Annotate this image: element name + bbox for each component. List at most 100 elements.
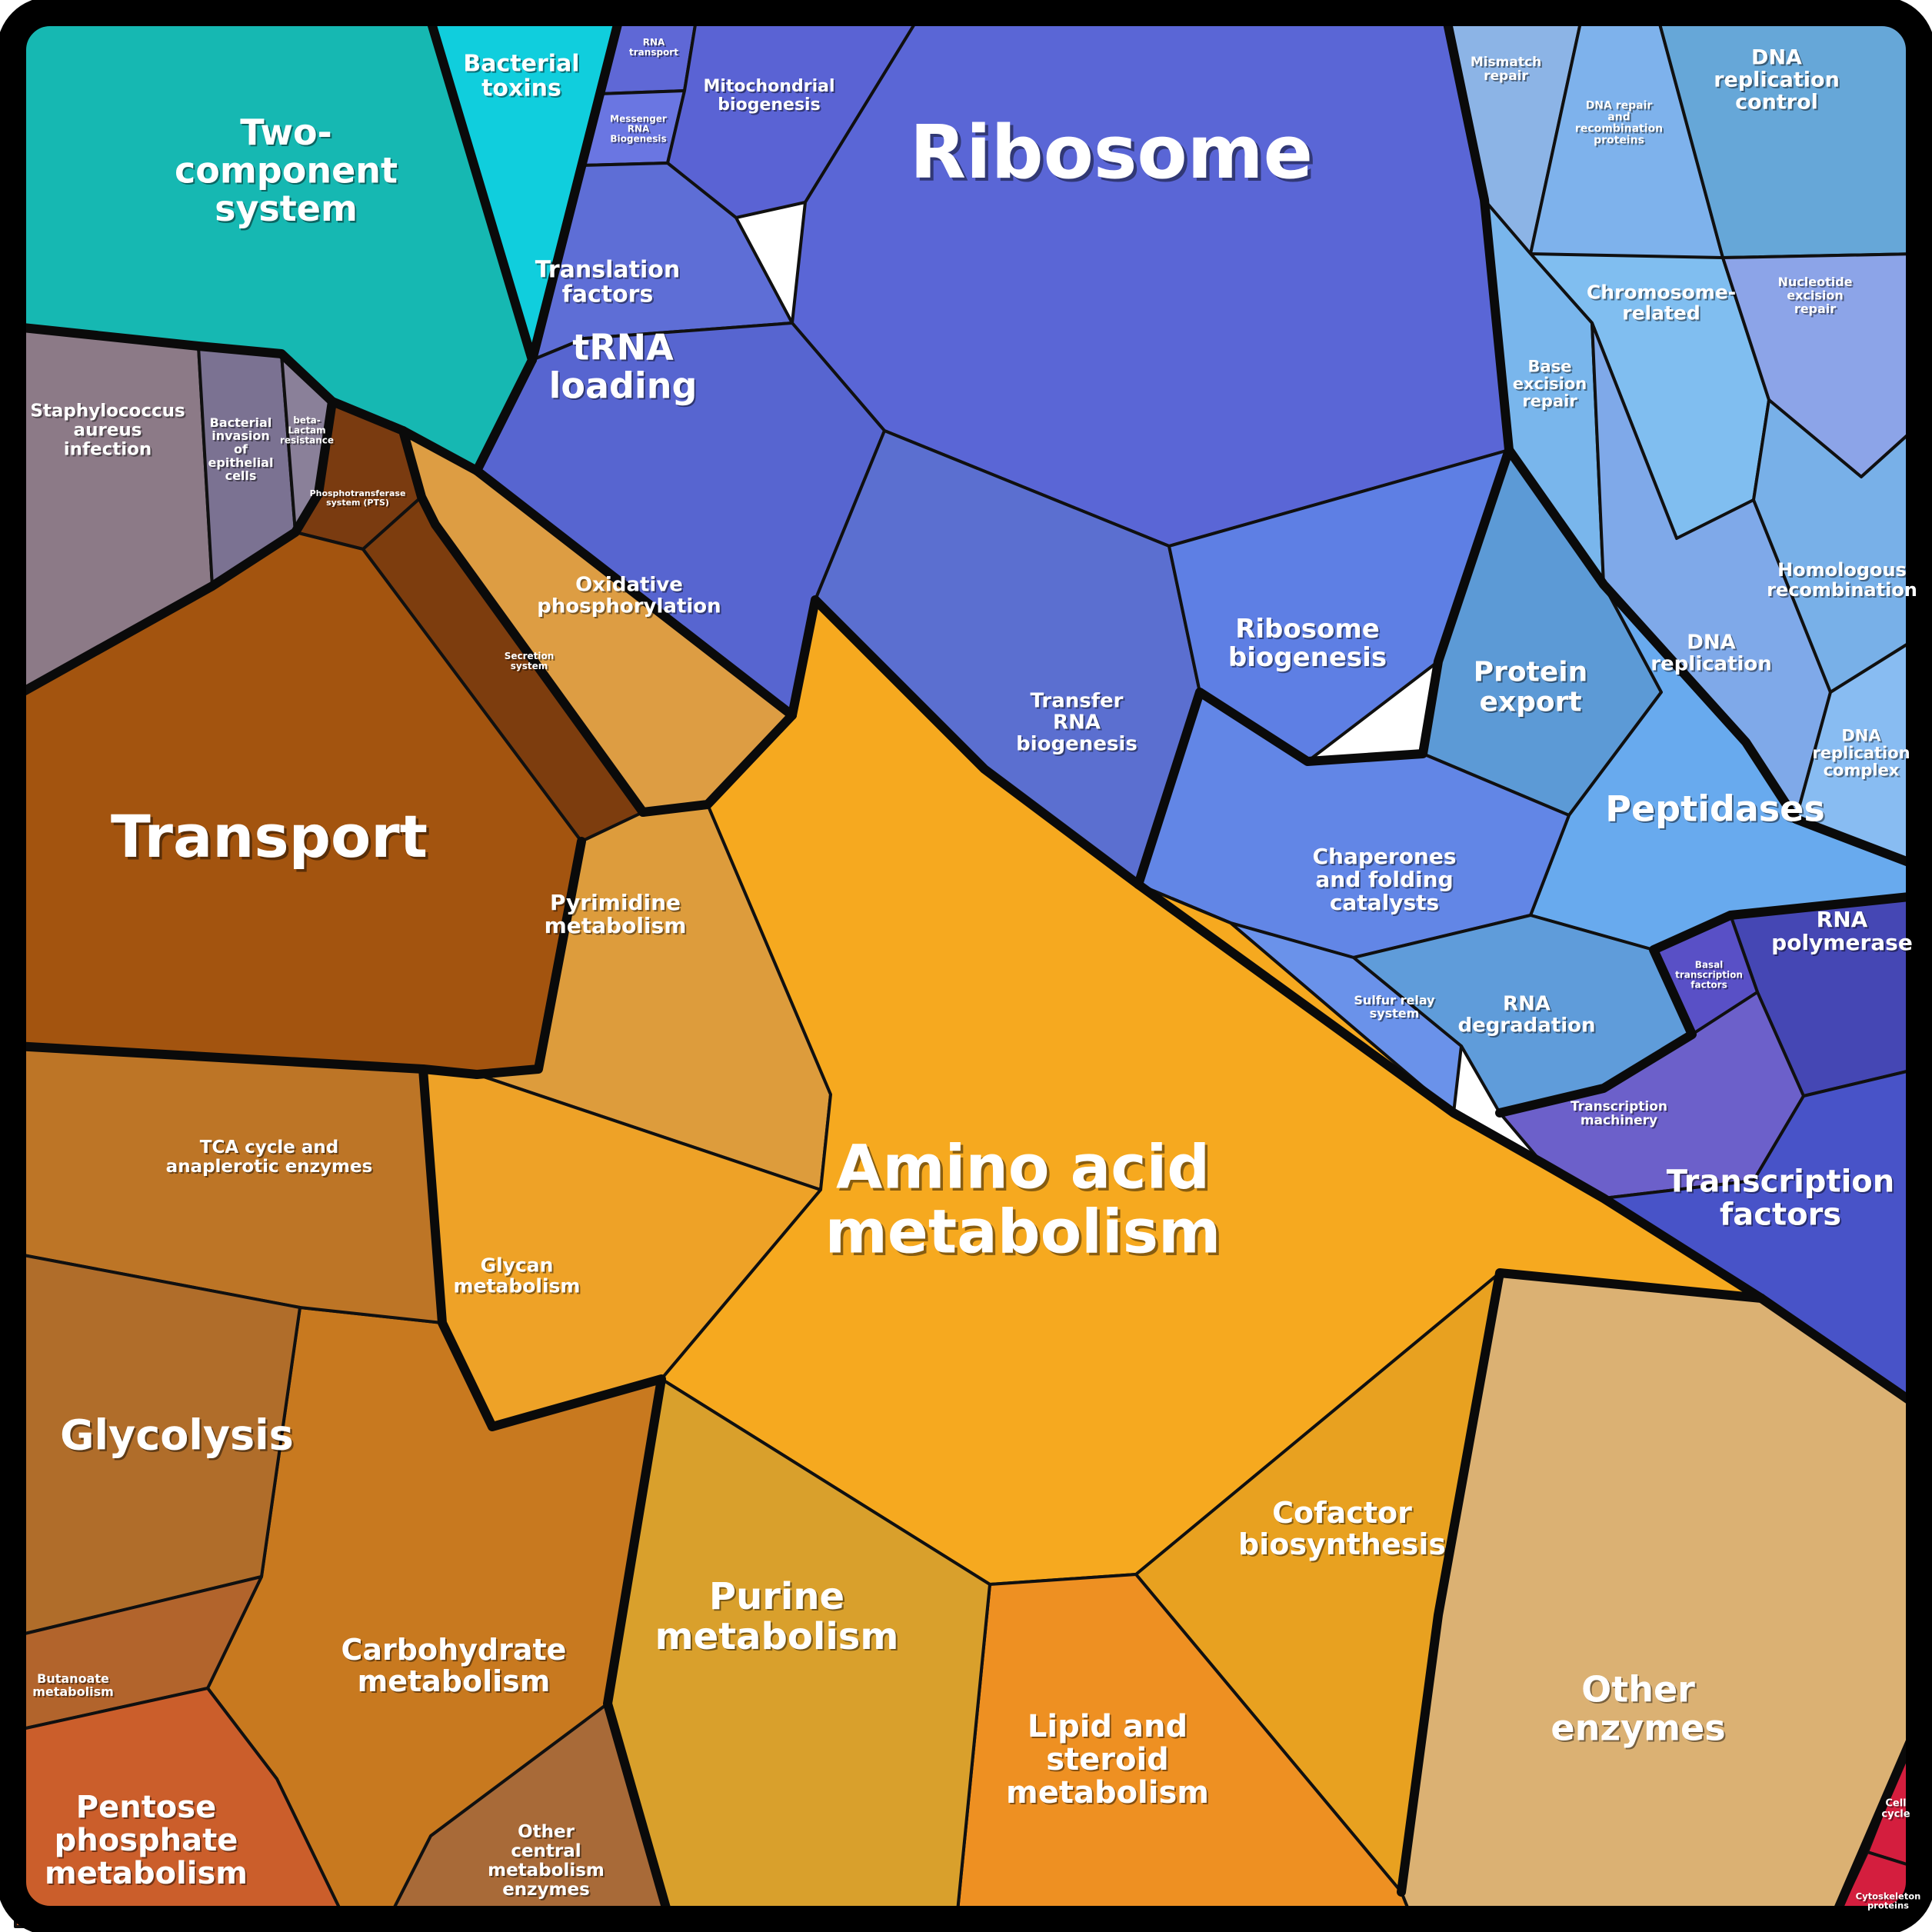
group-border-7 [788, 595, 1766, 1303]
svg-text:Glycolysis: Glycolysis [60, 1411, 294, 1460]
ribosome-biogenesis-region[interactable] [1168, 448, 1511, 763]
group-border-16 [418, 1064, 676, 1931]
group-border-17 [1826, 1722, 1921, 1931]
group-border-2 [11, 322, 481, 475]
svg-text:Transport: Transport [113, 804, 430, 873]
group-border-14 [472, 837, 586, 1079]
group-border-1 [528, 11, 625, 365]
svg-text:Ribosome: Ribosome [913, 114, 1316, 198]
group-border-4 [398, 426, 648, 817]
group-border-10 [1441, 11, 1514, 455]
group-border-3 [11, 397, 337, 701]
phosphotransferase-system-pts-label: Phosphotransferase system (PTS)Phosphotra… [310, 488, 408, 509]
svg-text:Peptidases: Peptidases [1605, 788, 1825, 830]
group-border-8 [1397, 1268, 1766, 1897]
svg-text:Chromosome-related: Chromosome-related [1588, 283, 1737, 326]
group-border-9 [1757, 1294, 1921, 1410]
svg-text:Transport: Transport [111, 802, 428, 871]
staphylococcus-aureus-infection-label: Staphylococcus aureus infectionStaphylococ… [30, 401, 186, 461]
svg-text:Glycolysis: Glycolysis [62, 1413, 296, 1461]
group-border-12 [1504, 445, 1921, 870]
svg-text:Peptidases: Peptidases [1607, 790, 1827, 831]
chaperones-and-folding-catalysts-label: Chaperones and folding catalystsChaperones… [1312, 844, 1457, 917]
